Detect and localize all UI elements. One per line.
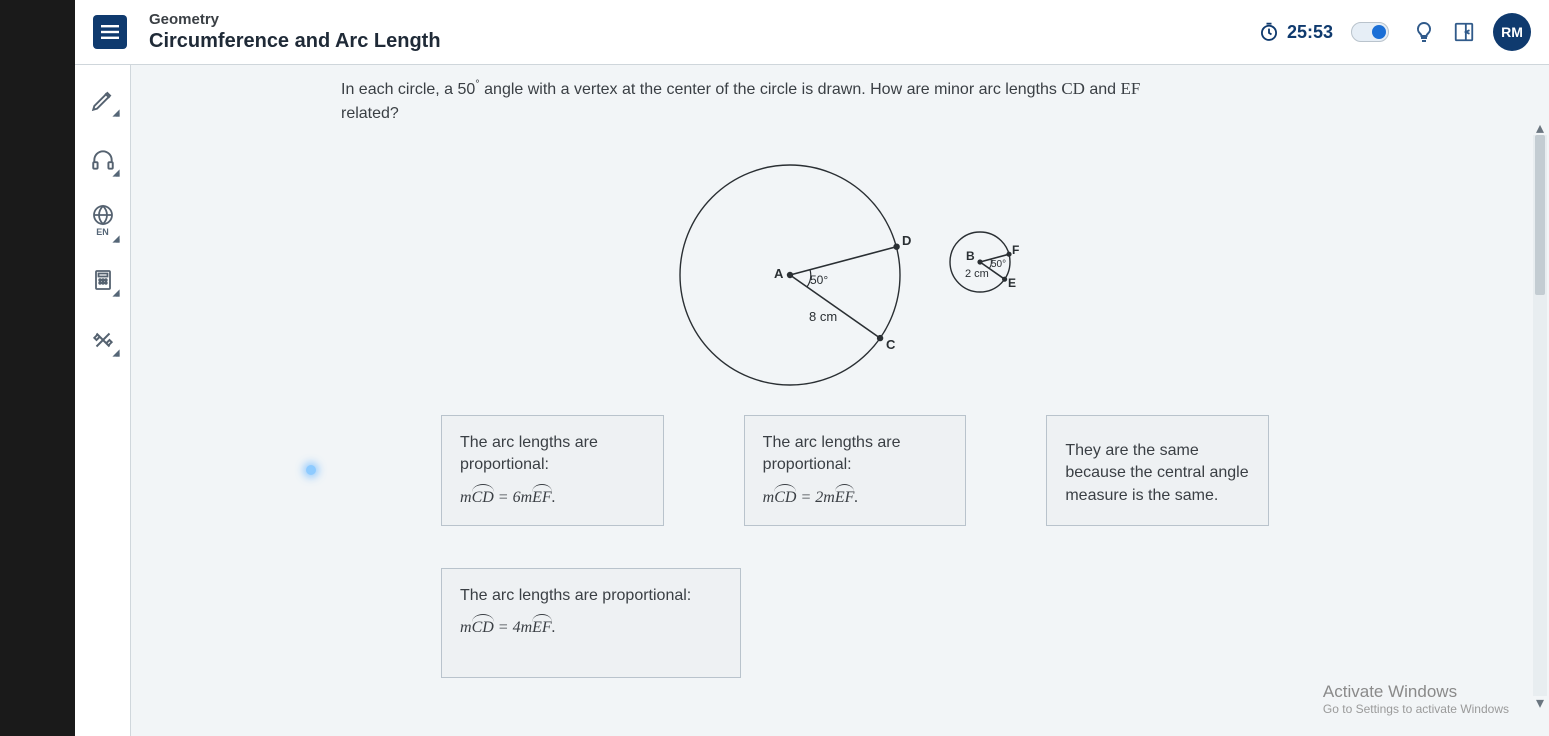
answer1-intro: The arc lengths are proportional:: [460, 432, 645, 477]
main-menu-button[interactable]: [93, 15, 127, 49]
answer-option-3[interactable]: They are the same because the central an…: [1046, 415, 1269, 526]
timer-display: 25:53: [1259, 22, 1333, 43]
answer-option-2[interactable]: The arc lengths are proportional: mCD = …: [744, 415, 967, 526]
timer-icon: [1259, 22, 1279, 42]
layout-icon: [1453, 21, 1475, 43]
tools-tool[interactable]: [86, 323, 120, 357]
label-e: E: [1008, 276, 1016, 290]
a4-arc2: EF: [532, 617, 552, 639]
label-radius-a: 8 cm: [809, 309, 837, 324]
answer-choices: The arc lengths are proportional: mCD = …: [131, 415, 1549, 678]
answer2-intro: The arc lengths are proportional:: [763, 432, 948, 477]
arc-ef-ref: EF: [1121, 79, 1141, 98]
question-suffix: related?: [341, 105, 399, 122]
a4-m2: m: [521, 619, 533, 636]
tool-rail: EN: [75, 65, 131, 736]
label-a: A: [774, 266, 784, 281]
circles-diagram: A 50° 8 cm D C B 50° 2 cm: [560, 145, 1120, 405]
toggle-knob: [1372, 25, 1386, 39]
a2-m1: m: [763, 489, 775, 506]
a1-arc1: CD: [472, 487, 494, 509]
arc-sep: and: [1085, 81, 1121, 98]
arc-cd-ref: CD: [1061, 79, 1085, 98]
a4-arc1: CD: [472, 617, 494, 639]
label-f: F: [1012, 243, 1019, 257]
subject-label: Geometry: [149, 11, 441, 28]
calculator-icon: [91, 268, 115, 292]
label-radius-b: 2 cm: [965, 268, 989, 280]
a4-eq: = 4: [494, 619, 521, 636]
scroll-up-arrow[interactable]: ▴: [1533, 121, 1547, 135]
timer-value: 25:53: [1287, 22, 1333, 43]
a2-dot: .: [854, 489, 858, 506]
pen-tool[interactable]: [86, 83, 120, 117]
scroll-down-arrow[interactable]: ▾: [1533, 696, 1547, 710]
answer3-text: They are the same because the central an…: [1065, 432, 1250, 507]
question-prefix: In each circle, a: [341, 81, 458, 98]
a2-m2: m: [823, 489, 835, 506]
timer-toggle[interactable]: [1351, 22, 1389, 42]
diagram-panel: A 50° 8 cm D C B 50° 2 cm: [131, 145, 1549, 415]
a1-m1: m: [460, 489, 472, 506]
language-label: EN: [96, 227, 109, 237]
a4-m1: m: [460, 619, 472, 636]
language-tool[interactable]: EN: [86, 203, 120, 237]
topic-title: Circumference and Arc Length: [149, 30, 441, 53]
a2-arc1: CD: [774, 487, 796, 509]
audio-tool[interactable]: [86, 143, 120, 177]
globe-icon: [91, 203, 115, 227]
windows-watermark: Activate Windows Go to Settings to activ…: [1323, 682, 1509, 716]
hint-button[interactable]: [1407, 15, 1441, 49]
calculator-tool[interactable]: [86, 263, 120, 297]
user-avatar[interactable]: RM: [1493, 13, 1531, 51]
answer-option-4[interactable]: The arc lengths are proportional: mCD = …: [441, 568, 741, 678]
avatar-initials: RM: [1501, 24, 1523, 40]
app-header: Geometry Circumference and Arc Length 25…: [75, 0, 1549, 65]
cursor-indicator: [306, 465, 316, 475]
question-mid: angle with a vertex at the center of the…: [480, 81, 1062, 98]
a1-arc2: EF: [532, 487, 552, 509]
layout-button[interactable]: [1447, 15, 1481, 49]
circle-b: B 50° 2 cm F E: [950, 232, 1019, 292]
content-area: ▴ ▾ In each circle, a 50° angle with a v…: [131, 65, 1549, 736]
circle-a: A 50° 8 cm D C: [680, 165, 911, 385]
a4-dot: .: [552, 619, 556, 636]
a1-eq: = 6: [494, 489, 521, 506]
a1-m2: m: [521, 489, 533, 506]
a1-dot: .: [552, 489, 556, 506]
label-d: D: [902, 233, 911, 248]
question-angle: 50: [458, 81, 476, 98]
a2-arc2: EF: [835, 487, 855, 509]
hamburger-icon: [101, 25, 119, 39]
question-text: In each circle, a 50° angle with a verte…: [131, 65, 1549, 125]
label-c: C: [886, 337, 896, 352]
header-titles: Geometry Circumference and Arc Length: [149, 11, 441, 53]
answer4-intro: The arc lengths are proportional:: [460, 585, 722, 607]
label-angle-b: 50°: [991, 259, 1006, 270]
answer-option-1[interactable]: The arc lengths are proportional: mCD = …: [441, 415, 664, 526]
app-frame: Geometry Circumference and Arc Length 25…: [75, 0, 1549, 736]
label-angle-a: 50°: [810, 273, 828, 287]
a2-eq: = 2: [796, 489, 823, 506]
watermark-title: Activate Windows: [1323, 682, 1509, 702]
lightbulb-icon: [1412, 20, 1436, 44]
label-b: B: [966, 249, 975, 263]
watermark-sub: Go to Settings to activate Windows: [1323, 702, 1509, 716]
